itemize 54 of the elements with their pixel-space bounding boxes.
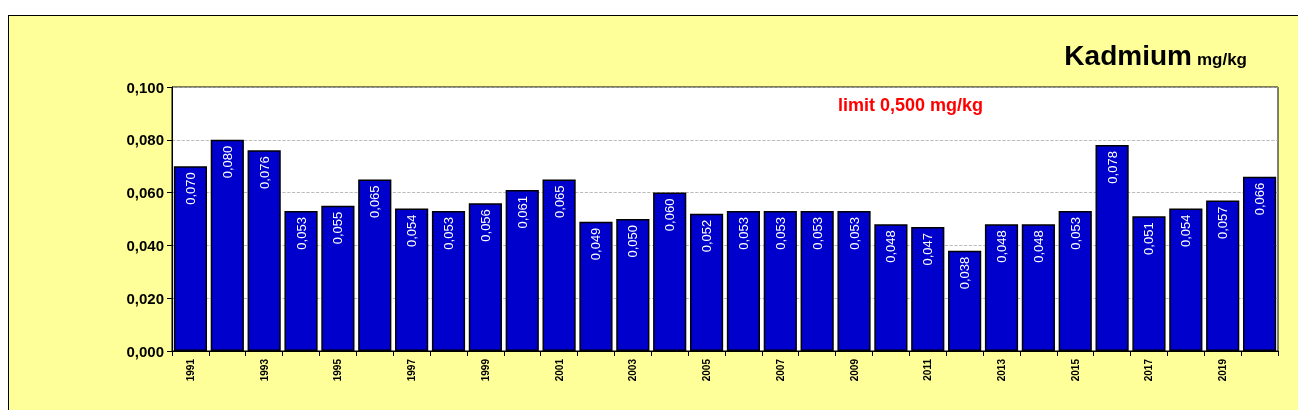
data-label: 0,065 [367,185,383,218]
y-tick-label: 0,040 [126,236,164,254]
data-label: 0,054 [404,214,420,247]
data-label: 0,056 [477,209,493,242]
y-tick-label: 0,020 [126,289,164,307]
x-tick-label: 1995 [332,358,344,382]
x-tick-label: 1997 [406,358,418,382]
x-tick-label: 2007 [774,358,786,382]
x-tick-label: 2005 [701,358,713,382]
y-tick-label: 0,080 [126,131,164,149]
x-tick-label: 2011 [922,358,934,381]
data-label: 0,053 [441,217,456,250]
y-tick-label: 0,100 [126,78,164,96]
y-tick-label: 0,060 [126,184,164,202]
data-label: 0,053 [772,217,788,250]
data-label: 0,050 [625,225,641,258]
x-tick-label: 2009 [848,358,860,382]
x-tick-label: 2019 [1217,358,1229,382]
x-tick-label: 1999 [479,358,491,382]
x-tick-label: 2013 [996,358,1007,382]
data-label: 0,060 [662,198,678,232]
chart-title: Kadmium [1064,39,1192,71]
data-label: 0,065 [551,185,567,218]
data-label: 0,057 [1215,206,1231,240]
data-label: 0,076 [256,156,272,189]
data-label: 0,051 [1141,222,1157,255]
data-label: 0,049 [588,227,604,261]
data-label: 0,066 [1252,182,1268,216]
data-label: 0,080 [219,145,235,179]
x-tick-label: 1991 [184,358,196,382]
x-tick-label: 2017 [1143,358,1155,382]
x-tick-label: 2015 [1069,358,1081,382]
data-label: 0,078 [1104,151,1120,184]
x-tick-label: 2001 [553,358,565,382]
data-label: 0,053 [809,217,825,250]
data-label: 0,061 [514,195,530,229]
x-tick-label: 1993 [258,358,270,382]
data-label: 0,048 [1030,230,1046,263]
x-tick-label: 2003 [627,358,639,382]
data-label: 0,048 [994,230,1009,263]
data-label: 0,055 [330,211,346,245]
chart-subtitle: mg/kg [1196,49,1247,69]
data-label: 0,047 [920,232,936,266]
data-label: 0,052 [699,219,715,253]
data-label: 0,053 [846,217,862,250]
data-label: 0,053 [735,217,751,250]
annotation: limit 0,500 mg/kg [838,95,984,115]
data-label: 0,053 [293,217,309,250]
y-tick-label: 0,000 [126,342,164,360]
data-label: 0,054 [1178,214,1194,247]
data-label: 0,053 [1067,217,1083,250]
data-label: 0,038 [957,256,973,290]
data-label: 0,048 [883,230,899,263]
data-label: 0,070 [182,172,198,205]
